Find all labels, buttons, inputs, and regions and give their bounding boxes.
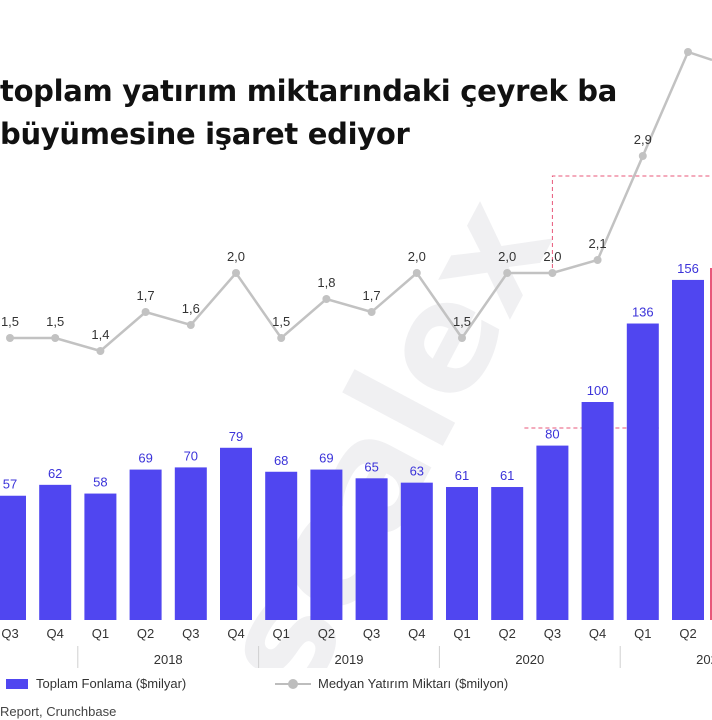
line-point-8 [367,308,376,316]
line-point-12 [548,269,557,277]
bar-value-label: 68 [274,453,288,468]
x-tick-label: Q4 [408,626,425,641]
line-point-1 [51,334,60,342]
x-tick-label: Q3 [1,626,18,641]
chart-title: toplam yatırım miktarındaki çeyrek ba bü… [0,70,712,156]
line-value-label: 1,6 [182,301,200,316]
bar-15 [672,279,704,620]
line-value-label: 2,9 [634,132,652,147]
legend-line-marker [288,679,298,689]
line-point-11 [503,269,512,277]
x-tick-label: Q2 [137,626,154,641]
year-label: 2020 [515,652,544,667]
x-tick-label: Q4 [589,626,606,641]
line-point-9 [412,269,421,277]
line-value-label: 2,0 [543,249,561,264]
bar-0 [0,495,26,620]
year-label: 2019 [335,652,364,667]
bar-10 [446,487,478,620]
bar-9 [400,482,433,620]
line-point-0 [6,334,14,342]
x-tick-label: Q3 [544,626,561,641]
bar-value-label: 63 [410,464,424,479]
legend-bar-label: Toplam Fonlama ($milyar) [36,676,187,691]
line-point-10 [458,334,466,342]
x-tick-label: Q2 [499,626,516,641]
x-tick-label: Q1 [273,626,290,641]
bar-value-label: 100 [587,383,609,398]
highlight-dashed-frame [551,175,712,268]
bar-value-label: 156 [677,261,699,276]
bar-value-label: 80 [545,427,559,442]
line-point-4 [186,321,195,329]
line-point-14 [638,152,647,160]
bar-value-label: 62 [48,466,62,481]
bar-value-label: 61 [500,468,514,483]
line-point-13 [593,256,602,264]
x-tick-label: Q1 [634,626,651,641]
line-value-label: 1,8 [317,275,335,290]
line-value-label: 1,5 [46,314,64,329]
bar-8 [355,478,388,620]
line-value-label: 1,4 [91,327,109,342]
bar-value-label: 136 [632,305,654,320]
x-tick-label: Q2 [318,626,335,641]
bar-3 [129,469,162,620]
line-value-label: 1,5 [453,314,471,329]
bar-4 [174,467,207,620]
bar-2 [84,493,117,620]
line-point-7 [322,295,331,303]
bar-14 [626,323,659,620]
legend-line-label: Medyan Yatırım Miktarı ($milyon) [318,676,509,691]
bar-1 [39,484,72,620]
bar-value-label: 65 [364,459,378,474]
x-tick-label: Q3 [363,626,380,641]
line-point-6 [277,334,286,342]
x-tick-label: Q4 [227,626,244,641]
bar-5 [220,447,252,620]
bar-value-label: 79 [229,429,243,444]
line-value-label: 2,1 [589,236,607,251]
line-value-label: 1,5 [1,314,19,329]
bar-value-label: 69 [138,451,152,466]
bar-7 [310,469,343,620]
line-value-label: 1,7 [137,288,155,303]
bar-6 [265,471,298,620]
bar-11 [491,487,524,620]
line-point-5 [232,269,240,277]
bar-value-label: 57 [3,477,17,492]
year-label: 2018 [154,652,183,667]
line-value-label: 2,0 [408,249,426,264]
source-note: Report, Crunchbase [0,704,117,719]
line-value-label: 1,7 [363,288,381,303]
bar-value-label: 61 [455,468,469,483]
line-point-3 [141,308,150,316]
bar-value-label: 69 [319,451,333,466]
line-point-2 [96,347,105,355]
title-line-2: büyümesine işaret ediyor [0,117,410,151]
x-tick-label: Q4 [47,626,64,641]
x-tick-label: Q1 [92,626,109,641]
bar-value-label: 70 [184,448,198,463]
legend-bar-swatch [6,679,28,689]
line-value-label: 2,0 [227,249,245,264]
bar-13 [581,402,614,620]
legend: Toplam Fonlama ($milyar) Medyan Yatırım … [0,668,712,698]
year-label: 2021 [696,652,712,667]
line-value-label: 1,5 [272,314,290,329]
x-tick-label: Q1 [453,626,470,641]
line-point-15 [684,48,692,56]
bar-12 [536,445,569,620]
bar-value-label: 58 [93,475,107,490]
x-tick-label: Q2 [679,626,696,641]
title-line-1: toplam yatırım miktarındaki çeyrek ba [0,74,617,108]
line-value-label: 2,0 [498,249,516,264]
x-tick-label: Q3 [182,626,199,641]
